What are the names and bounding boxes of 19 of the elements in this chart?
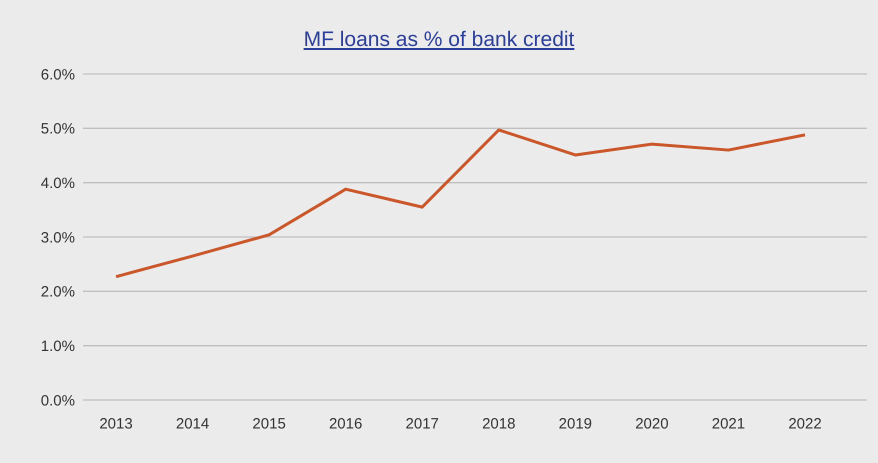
y-tick-label: 3.0%	[40, 229, 75, 246]
x-tick-label: 2022	[788, 416, 822, 433]
x-tick-label: 2018	[482, 416, 516, 433]
line-series	[114, 128, 806, 278]
x-tick-label: 2019	[558, 416, 592, 433]
x-tick-label: 2017	[406, 416, 439, 433]
x-tick-label: 2020	[635, 416, 669, 433]
x-tick-label: 2015	[252, 416, 286, 433]
x-tick-label: 2013	[99, 416, 133, 433]
y-tick-label: 1.0%	[40, 338, 75, 355]
x-tick-label: 2014	[176, 416, 210, 433]
x-tick-label: 2016	[328, 416, 362, 433]
y-tick-label: 5.0%	[40, 120, 75, 138]
y-tick-label: 6.0%	[40, 66, 75, 84]
x-tick-label: 2021	[712, 416, 746, 433]
y-tick-label: 2.0%	[40, 284, 75, 301]
y-tick-label: 4.0%	[40, 174, 75, 192]
chart-title: MF loans as % of bank credit	[302, 28, 576, 52]
y-tick-label: 0.0%	[40, 392, 75, 410]
